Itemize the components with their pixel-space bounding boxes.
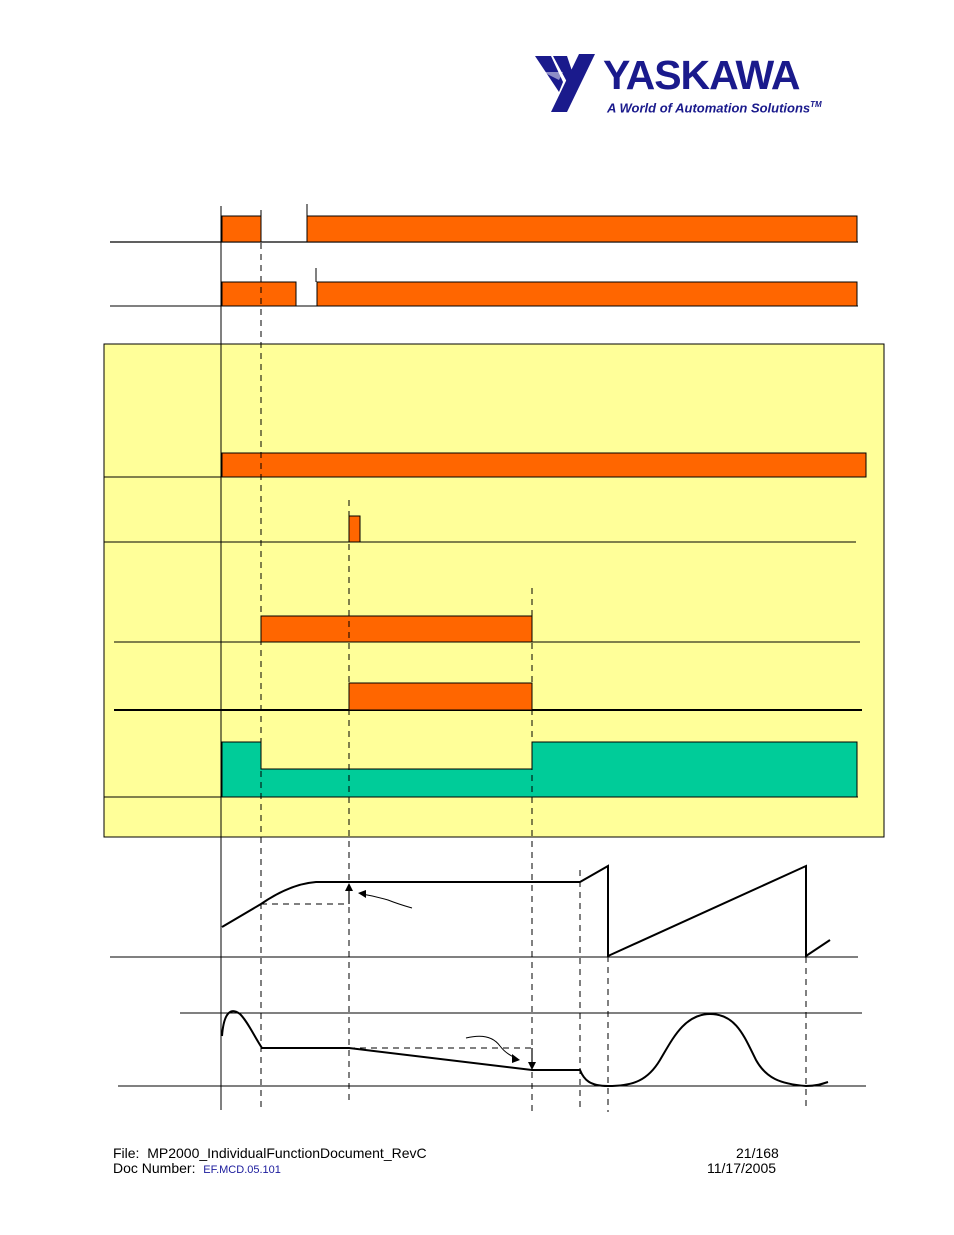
arrow-head-icon <box>512 1054 520 1063</box>
arrow-head-icon <box>345 883 353 891</box>
doc-label: Doc Number: <box>113 1160 196 1176</box>
trademark: TM <box>810 100 822 109</box>
arrow-head-icon <box>358 890 366 898</box>
signal-block <box>221 281 297 307</box>
page-number: 21/168 <box>736 1145 779 1161</box>
yaskawa-logo: YASKAWA A World of Automation SolutionsT… <box>533 50 833 120</box>
brand-name: YASKAWA <box>603 52 801 98</box>
position-waveform <box>221 864 831 958</box>
signal-block <box>221 452 867 478</box>
doc-number: EF.MCD.05.101 <box>203 1164 281 1176</box>
signal-block <box>348 515 361 543</box>
callout-leader <box>361 893 413 909</box>
footer-file: File: MP2000_IndividualFunctionDocument_… <box>113 1145 427 1161</box>
signal-block <box>316 281 858 307</box>
signal-block <box>221 215 262 243</box>
doc-date: 11/17/2005 <box>707 1160 777 1176</box>
footer-doc: Doc Number: EF.MCD.05.101 <box>113 1160 281 1176</box>
signal-block <box>306 215 858 243</box>
file-name: MP2000_IndividualFunctionDocument_RevC <box>147 1145 427 1161</box>
error-waveform <box>221 1010 829 1088</box>
brand-tagline: A World of Automation SolutionsTM <box>607 100 822 116</box>
file-label: File: <box>113 1145 140 1161</box>
signal-block <box>260 615 533 643</box>
signal-block <box>348 682 533 711</box>
arrow-head-icon <box>528 1062 536 1070</box>
callout-leader <box>465 1035 517 1059</box>
yaskawa-emblem-icon <box>535 54 595 112</box>
